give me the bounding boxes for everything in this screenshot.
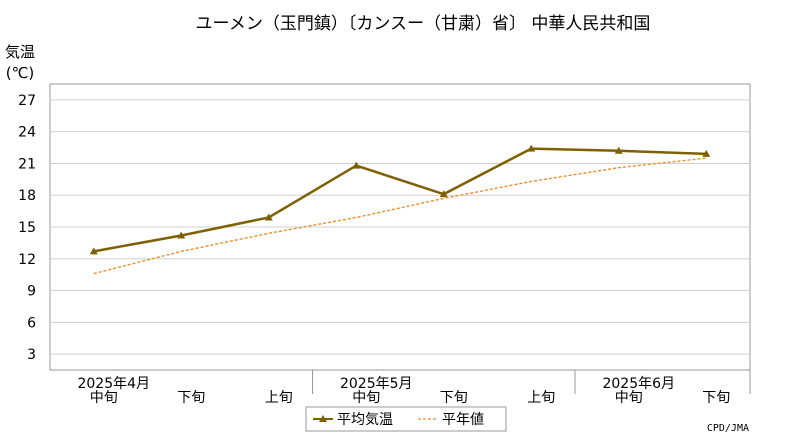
- y-axis-unit: (℃): [6, 64, 35, 82]
- x-tick-label: 下旬: [177, 390, 205, 406]
- data-point-average: [89, 247, 98, 255]
- legend: 平均気温 平年値: [305, 406, 507, 432]
- y-tick-label: 3: [27, 347, 36, 363]
- series-line-normal: [93, 157, 707, 275]
- data-point-average: [527, 144, 536, 152]
- y-tick-label: 6: [27, 315, 36, 331]
- y-tick-label: 24: [18, 125, 36, 141]
- y-axis-label: 気温: [5, 43, 35, 61]
- data-point-average: [614, 146, 623, 154]
- series-lines: [89, 144, 711, 275]
- legend-marker-series-1: [319, 415, 327, 422]
- x-tick-label: 下旬: [440, 390, 468, 406]
- legend-label-series-1: 平均気温: [337, 412, 393, 428]
- month-label: 2025年5月: [340, 376, 413, 392]
- y-tick-label: 18: [18, 188, 36, 204]
- gridlines: [50, 99, 750, 355]
- y-tick-label: 9: [27, 284, 36, 300]
- y-tick-label: 27: [18, 93, 36, 109]
- chart-title: ユーメン（玉門鎮）〔カンスー（甘粛）省〕 中華人民共和国: [196, 14, 651, 34]
- y-tick-label: 12: [18, 252, 36, 268]
- legend-box: [305, 406, 507, 432]
- y-tick-label: 15: [18, 220, 36, 236]
- month-label: 2025年4月: [77, 376, 150, 392]
- y-tick-label: 21: [18, 156, 36, 172]
- month-label: 2025年6月: [602, 376, 675, 392]
- x-tick-label: 上旬: [265, 390, 293, 406]
- legend-label-series-2: 平年値: [442, 412, 484, 428]
- x-tick-label: 下旬: [702, 390, 730, 406]
- x-tick-label: 中旬: [90, 390, 118, 406]
- data-point-average: [177, 231, 186, 239]
- x-tick-label: 中旬: [352, 390, 380, 406]
- credit-label: CPD/JMA: [707, 423, 749, 434]
- series-line-average: [93, 147, 707, 253]
- data-point-average: [352, 161, 361, 169]
- data-point-average: [702, 149, 711, 157]
- data-point-average: [264, 213, 273, 221]
- x-tick-label: 上旬: [527, 390, 555, 406]
- data-point-average: [439, 190, 448, 198]
- y-axis-ticks: 3 6 9 12 15 18 21 24 27: [18, 93, 36, 363]
- x-tick-label: 中旬: [615, 390, 643, 406]
